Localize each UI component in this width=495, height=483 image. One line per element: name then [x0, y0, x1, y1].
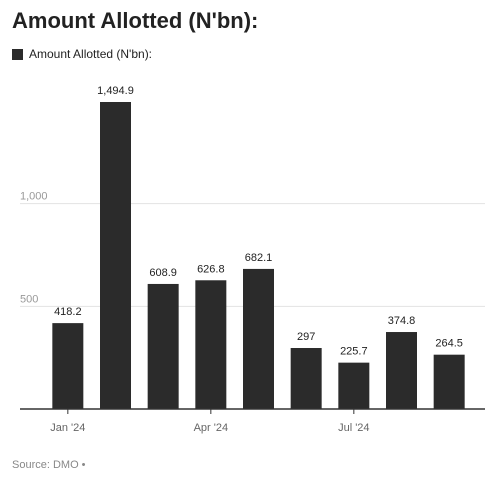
- data-label: 418.2: [54, 306, 82, 318]
- bar: [195, 280, 227, 409]
- y-tick-label: 500: [20, 293, 38, 305]
- bar: [433, 354, 465, 409]
- chart-title: Amount Allotted (N'bn):: [12, 8, 259, 33]
- data-label: 608.9: [149, 267, 177, 279]
- data-label: 225.7: [340, 346, 368, 358]
- source-note: Source: DMO •: [12, 459, 86, 471]
- bar: [338, 362, 370, 409]
- data-label: 682.1: [245, 252, 273, 264]
- legend-label: Amount Allotted (N'bn):: [29, 47, 153, 61]
- bar: [100, 102, 131, 409]
- bar: [52, 323, 84, 409]
- bar: [243, 268, 274, 409]
- legend: Amount Allotted (N'bn):: [12, 47, 152, 61]
- bar: [290, 348, 322, 409]
- x-tick-label: Jan '24: [50, 422, 85, 434]
- bar: [386, 332, 417, 409]
- data-label: 264.5: [435, 338, 463, 350]
- y-tick-label: 1,000: [20, 191, 48, 203]
- bar: [147, 283, 179, 409]
- x-tick-label: Apr '24: [194, 422, 229, 434]
- data-label: 374.8: [388, 315, 416, 327]
- data-label: 1,494.9: [97, 85, 134, 97]
- data-label: 626.8: [197, 263, 225, 275]
- x-tick-label: Jul '24: [338, 422, 369, 434]
- data-label: 297: [297, 331, 315, 343]
- legend-swatch: [12, 48, 23, 60]
